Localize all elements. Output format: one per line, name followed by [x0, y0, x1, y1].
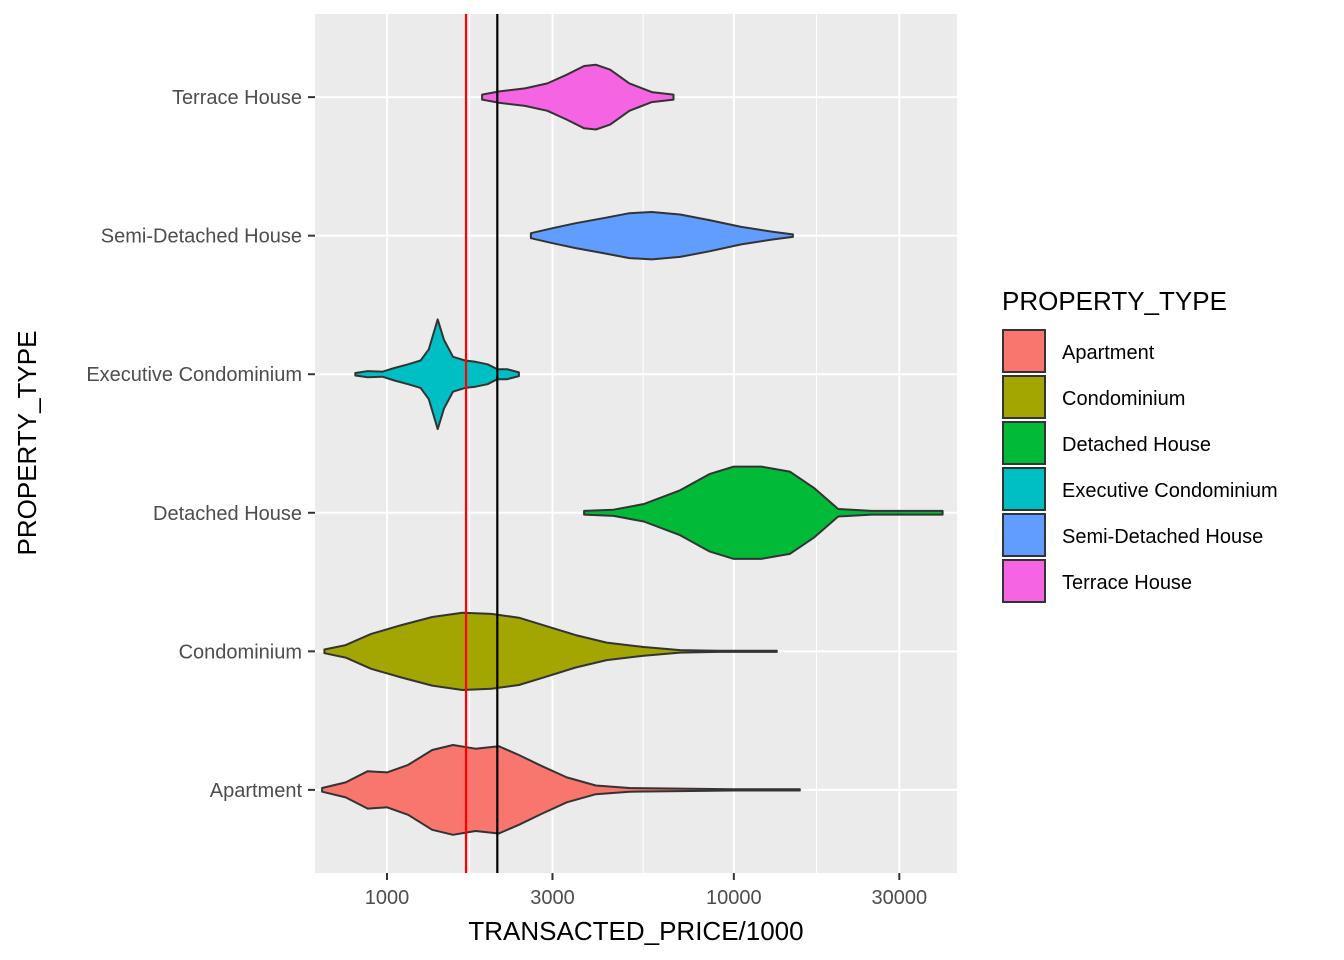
legend-items: Apartment Condominium Detached House Execut… [1002, 329, 1278, 603]
x-tick-label: 10000 [706, 887, 762, 909]
legend-swatch [1002, 329, 1046, 373]
legend-swatch [1002, 421, 1046, 465]
legend-label: Condominium [1062, 388, 1185, 410]
legend-label: Detached House [1062, 434, 1211, 456]
y-tick-label: Executive Condominium [86, 364, 302, 386]
reference-lines [464, 14, 499, 873]
violin-detached-house [583, 465, 944, 560]
legend-label: Executive Condominium [1062, 480, 1278, 502]
violin-apartment [321, 744, 801, 836]
y-axis: Apartment Condominium Detached House Execut… [86, 87, 315, 802]
violins [321, 63, 944, 836]
minor-gridlines [469, 14, 818, 873]
legend-label: Apartment [1062, 342, 1155, 364]
legend-swatch [1002, 513, 1046, 557]
legend-swatch [1002, 467, 1046, 511]
legend-label: Semi-Detached House [1062, 526, 1263, 548]
y-tick-label: Condominium [179, 641, 302, 663]
violin-terrace-house [481, 63, 675, 131]
y-tick-label: Apartment [210, 780, 303, 802]
y-tick-label: Detached House [153, 503, 302, 525]
legend-swatch [1002, 559, 1046, 603]
x-axis: 1000 3000 10000 30000 [365, 873, 927, 909]
legend: PROPERTY_TYPE Apartment Condominium Detach… [1002, 286, 1278, 603]
x-tick-label: 3000 [530, 887, 575, 909]
y-tick-label: Semi-Detached House [101, 226, 302, 248]
legend-label: Terrace House [1062, 572, 1192, 594]
y-tick-label: Terrace House [172, 87, 302, 109]
legend-title: PROPERTY_TYPE [1002, 286, 1227, 316]
violin-condominium [323, 611, 778, 691]
x-tick-label: 1000 [365, 887, 410, 909]
y-axis-title: PROPERTY_TYPE [12, 331, 42, 556]
x-tick-label: 30000 [871, 887, 927, 909]
x-axis-title: TRANSACTED_PRICE/1000 [468, 916, 803, 946]
violin-executive-condominium [354, 318, 520, 431]
violin-semi-detached-house [529, 211, 794, 261]
panel-background [315, 14, 957, 873]
legend-swatch [1002, 375, 1046, 419]
